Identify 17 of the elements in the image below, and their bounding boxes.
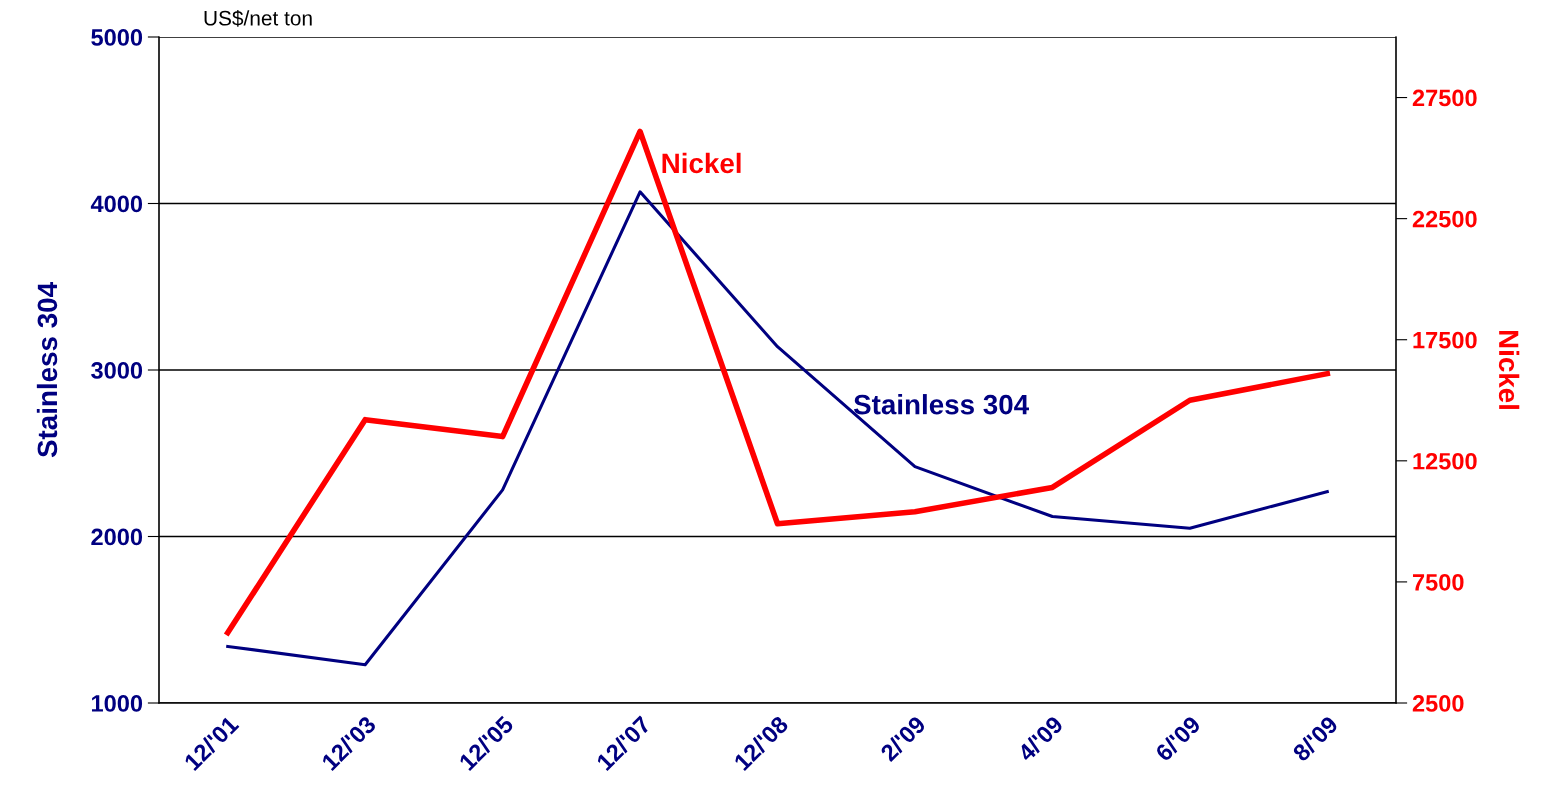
y-tick-label: 5000 [91,29,143,46]
y2-tick-label: 17500 [1413,331,1477,349]
y-tick-label: 1000 [91,695,143,712]
text: US$/net ton [204,9,312,27]
y2-tick-label: 27500 [1412,89,1477,107]
series-label: Stainless 304 [853,394,1029,415]
y2-tick-label: 12500 [1413,452,1477,470]
y2-tick-label: 2500 [1412,695,1464,712]
y2-axis-title: Nickel [1498,330,1520,409]
series-label: Nickel [662,152,741,174]
y2-tick-label: 7500 [1412,573,1464,591]
y-axis-title: Stainless 304 [36,282,58,458]
y-tick-label: 4000 [90,195,143,213]
y-tick-label: 3000 [91,362,143,379]
y-tick-label: 2000 [91,528,143,546]
y2-tick-label: 22500 [1412,210,1477,228]
line-series [226,190,1329,667]
